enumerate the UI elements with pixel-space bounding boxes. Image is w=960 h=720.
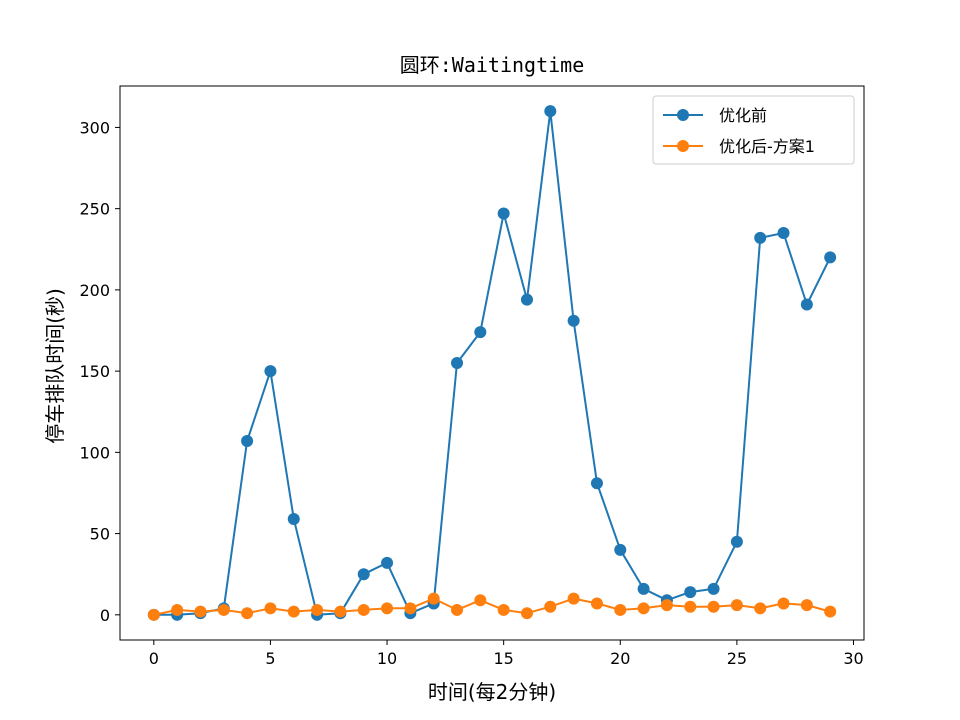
data-point: [754, 602, 767, 615]
data-point: [287, 512, 300, 525]
data-point: [800, 298, 813, 311]
data-point: [217, 603, 230, 616]
x-tick-label: 30: [843, 649, 863, 668]
y-tick-label: 150: [79, 362, 110, 381]
data-point: [357, 603, 370, 616]
data-point: [730, 599, 743, 612]
data-point: [567, 592, 580, 605]
axes-frame: [119, 85, 865, 641]
x-tick-label: 10: [377, 649, 397, 668]
x-axis-label: 时间(每2分钟): [428, 680, 556, 704]
y-axis-label: 停车排队时间(秒): [43, 288, 67, 444]
legend-marker: [677, 140, 689, 152]
legend-label: 优化前: [719, 106, 767, 125]
data-point: [544, 600, 557, 613]
data-point: [171, 603, 184, 616]
data-point: [264, 365, 277, 378]
data-point: [497, 603, 510, 616]
data-point: [567, 314, 580, 327]
series-line-1: [153, 110, 832, 616]
data-point: [474, 326, 487, 339]
data-point: [637, 602, 650, 615]
data-point: [264, 602, 277, 615]
data-point: [544, 105, 557, 118]
data-point: [637, 582, 650, 595]
data-point: [520, 293, 533, 306]
legend-label: 优化后-方案1: [719, 137, 815, 156]
data-point: [520, 607, 533, 620]
data-point: [684, 586, 697, 599]
data-point: [800, 599, 813, 612]
y-tick-label: 250: [79, 200, 110, 219]
data-point: [451, 603, 464, 616]
data-point: [334, 605, 347, 618]
data-point: [614, 543, 627, 556]
data-point: [754, 231, 767, 244]
data-point: [451, 357, 464, 369]
data-point: [824, 251, 837, 264]
chart-title: 圆环:Waitingtime: [400, 53, 585, 77]
legend-box: [652, 95, 855, 165]
data-point: [241, 607, 254, 620]
x-tick-label: 5: [265, 649, 275, 668]
data-point: [381, 556, 394, 569]
data-point: [404, 602, 417, 615]
x-tick-label: 15: [493, 649, 513, 668]
data-point: [381, 602, 394, 615]
data-point: [707, 582, 720, 595]
y-tick-label: 300: [79, 118, 110, 137]
data-point: [660, 599, 673, 612]
data-point: [287, 605, 300, 618]
data-point: [497, 207, 510, 220]
data-point: [614, 603, 627, 616]
data-point: [357, 568, 370, 581]
data-point: [777, 227, 790, 240]
x-tick-label: 0: [149, 649, 159, 668]
data-point: [311, 603, 324, 616]
data-point: [777, 597, 790, 610]
data-point: [474, 594, 487, 607]
legend-marker: [677, 109, 689, 121]
data-point: [824, 605, 837, 618]
data-point: [730, 535, 743, 548]
data-point: [147, 608, 160, 621]
data-point: [590, 477, 603, 490]
data-point: [707, 600, 720, 613]
y-tick-label: 200: [79, 281, 110, 300]
data-point: [684, 600, 697, 613]
y-tick-label: 50: [90, 525, 110, 544]
data-point: [241, 434, 254, 447]
x-tick-label: 25: [727, 649, 747, 668]
data-point: [427, 592, 440, 605]
data-point: [194, 605, 207, 618]
data-point: [590, 597, 603, 610]
x-tick-label: 20: [610, 649, 630, 668]
y-tick-label: 0: [100, 606, 110, 625]
y-tick-label: 100: [79, 443, 110, 462]
